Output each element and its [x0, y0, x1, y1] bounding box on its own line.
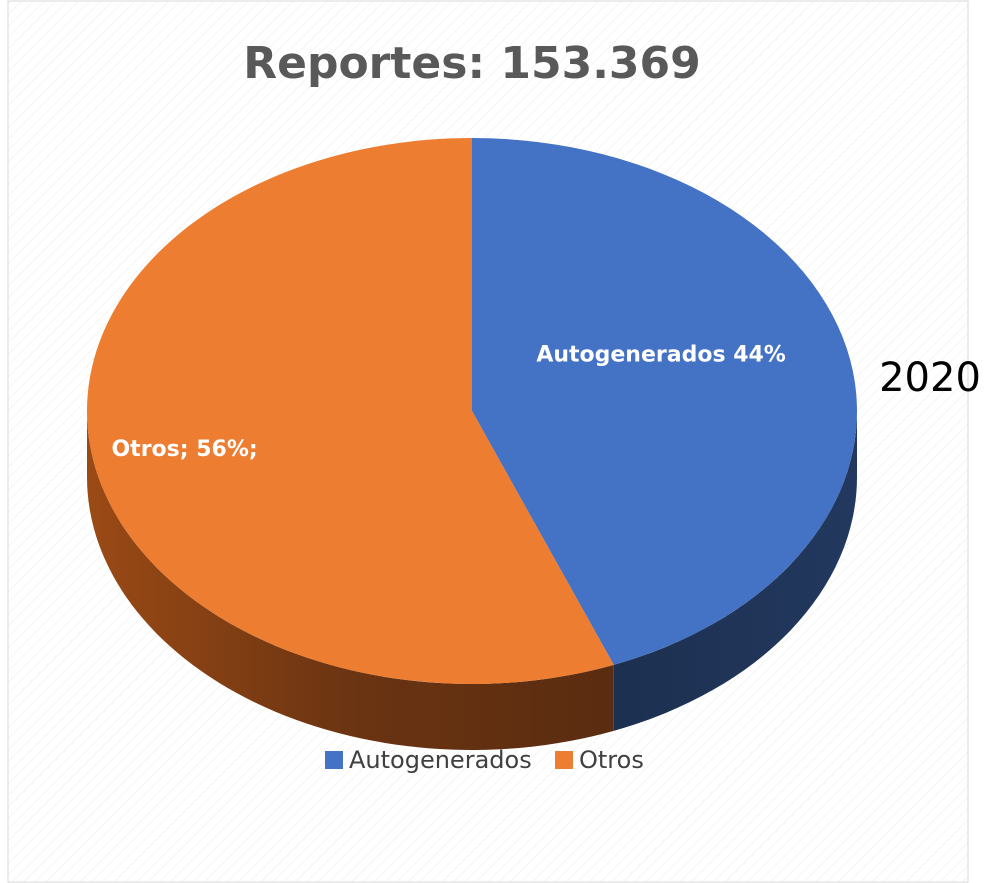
- legend-swatch: [555, 751, 573, 769]
- data-label: Otros; 56%;: [111, 437, 257, 462]
- slice: [472, 138, 858, 665]
- chart-title: Reportes: 153.369: [243, 38, 701, 89]
- data-label: Autogenerados 44%: [536, 342, 786, 367]
- slice: [87, 138, 614, 684]
- legend-label: Otros: [579, 746, 644, 774]
- series-label: 2020: [879, 355, 981, 401]
- legend-swatch: [325, 751, 343, 769]
- legend-label: Autogenerados: [349, 746, 532, 774]
- slice-side: [87, 411, 614, 750]
- slice-side: [613, 411, 857, 731]
